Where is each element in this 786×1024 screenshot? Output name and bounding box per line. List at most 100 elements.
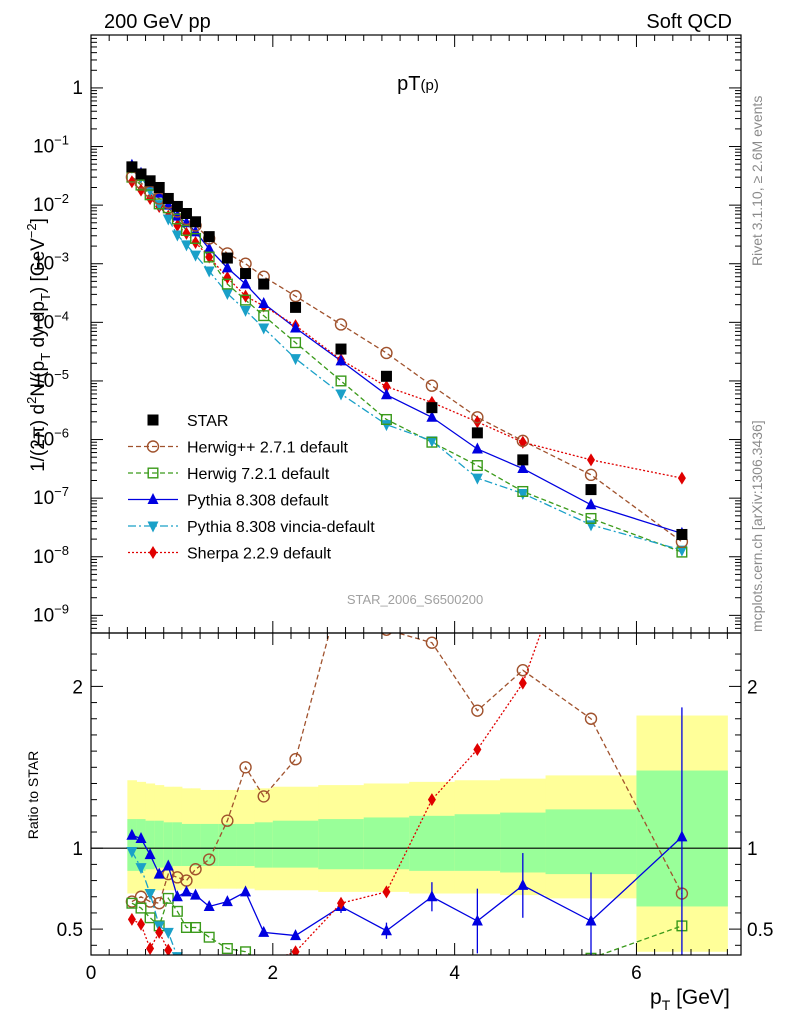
band-stat [127,819,137,871]
ratio-point-herwig7 [171,905,183,917]
ratio-point-sherpa [518,676,527,690]
point-star [426,402,438,414]
legend-marker [146,440,160,453]
point-vincia [335,389,347,401]
ratio-point-sherpa [192,971,200,984]
point-pythia [335,354,347,366]
ratio-point-sherpa [173,965,181,978]
legend-marker [147,467,159,479]
ratio-point-herwig++ [336,584,347,595]
y-tick-label: 10−3 [33,250,69,275]
ratio-point-herwig++ [516,664,530,677]
ratio-point-sherpa [205,971,213,984]
point-herwig7 [380,413,392,425]
point-pythia [221,261,233,273]
point-herwig7 [258,310,270,322]
point-vincia [517,489,529,501]
ratio-point-herwig++ [202,853,216,866]
ratio-point-pythia [135,831,147,843]
ratio-point-herwig7 [336,960,346,970]
point-herwig++ [289,289,302,303]
ratio-point-pythia [126,828,138,840]
ratio-point-sherpa [337,896,345,910]
point-star [471,427,483,439]
legend-label: Sherpa 2.2.9 default [187,546,332,563]
legend-label: Pythia 8.308 vincia-default [187,519,375,536]
ratio-point-pythia [258,925,270,937]
band-stat [200,823,219,867]
ratio-point-pythia [190,888,202,900]
ratio-point-pythia [290,929,302,941]
x-tick-label: 0 [86,963,97,984]
point-herwig7 [180,224,192,236]
ratio-point-sherpa [291,945,300,955]
header-right: Soft QCD [646,11,732,33]
y-tick-label: 10−6 [33,426,69,451]
band-stat [363,817,410,870]
ratio-point-sherpa [427,793,436,807]
point-sherpa [146,191,155,205]
ratio-y-tick-label-right: 2 [747,677,758,698]
point-star [190,216,202,228]
point-herwig7 [426,436,438,448]
point-herwig++ [334,318,348,331]
point-herwig7 [335,375,347,387]
band-stat [136,819,147,871]
legend-marker [147,521,159,533]
ratio-point-vincia [144,889,156,901]
point-sherpa [241,289,250,303]
ratio-point-herwig++ [425,636,439,649]
point-vincia [380,420,392,432]
point-star [240,268,252,280]
ratio-point-pythia [203,899,215,911]
point-sherpa [587,453,595,467]
point-herwig7 [517,485,529,497]
point-herwig++ [380,346,393,360]
ratio-point-herwig++ [584,712,598,725]
point-vincia [180,240,192,252]
ratio-bands [91,715,741,952]
ratio-point-sherpa [164,943,173,955]
band-stat [409,815,456,871]
point-pythia [240,277,252,289]
ratio-point-vincia [204,963,215,974]
band-stat [254,822,274,868]
ratio-point-herwig++ [471,704,484,717]
legend: STAR Herwig++ 2.7.1 default Herwig 7.2.1 d… [128,413,375,563]
point-pythia [426,410,438,422]
legend-label: Pythia 8.308 default [187,493,329,510]
ratio-point-pythia [240,885,252,897]
ratio-point-sherpa [382,885,391,899]
analysis-watermark: STAR_2006_S6500200 [347,592,483,607]
band-stat [318,819,365,870]
point-star [380,370,392,382]
x-tick-label: 2 [268,963,279,984]
point-herwig++ [425,379,439,392]
ratio-point-herwig++ [189,863,202,876]
point-pythia [171,209,183,221]
y-tick-label: 10−8 [33,543,69,568]
point-vincia [290,354,302,366]
legend-marker [147,493,159,504]
band-stat [454,814,501,871]
lower-y-axis-label: Ratio to STAR [25,751,41,839]
point-star [171,200,183,212]
ratio-point-vincia [171,952,183,955]
point-star [335,343,347,355]
point-star [585,484,597,496]
ratio-point-pythia [144,848,156,860]
point-herwig7 [290,337,302,349]
ratio-point-sherpa [260,957,268,970]
series-line-sherpa [131,181,683,479]
band-stat [191,823,201,867]
point-star [135,168,147,180]
point-vincia [171,230,183,242]
point-star [676,528,688,540]
point-herwig++ [516,434,530,448]
ratio-point-sherpa [245,954,246,955]
point-herwig++ [471,411,484,424]
ratio-point-herwig7 [382,976,392,986]
point-vincia [221,289,233,301]
point-pythia [517,462,529,474]
legend-marker [147,414,159,426]
